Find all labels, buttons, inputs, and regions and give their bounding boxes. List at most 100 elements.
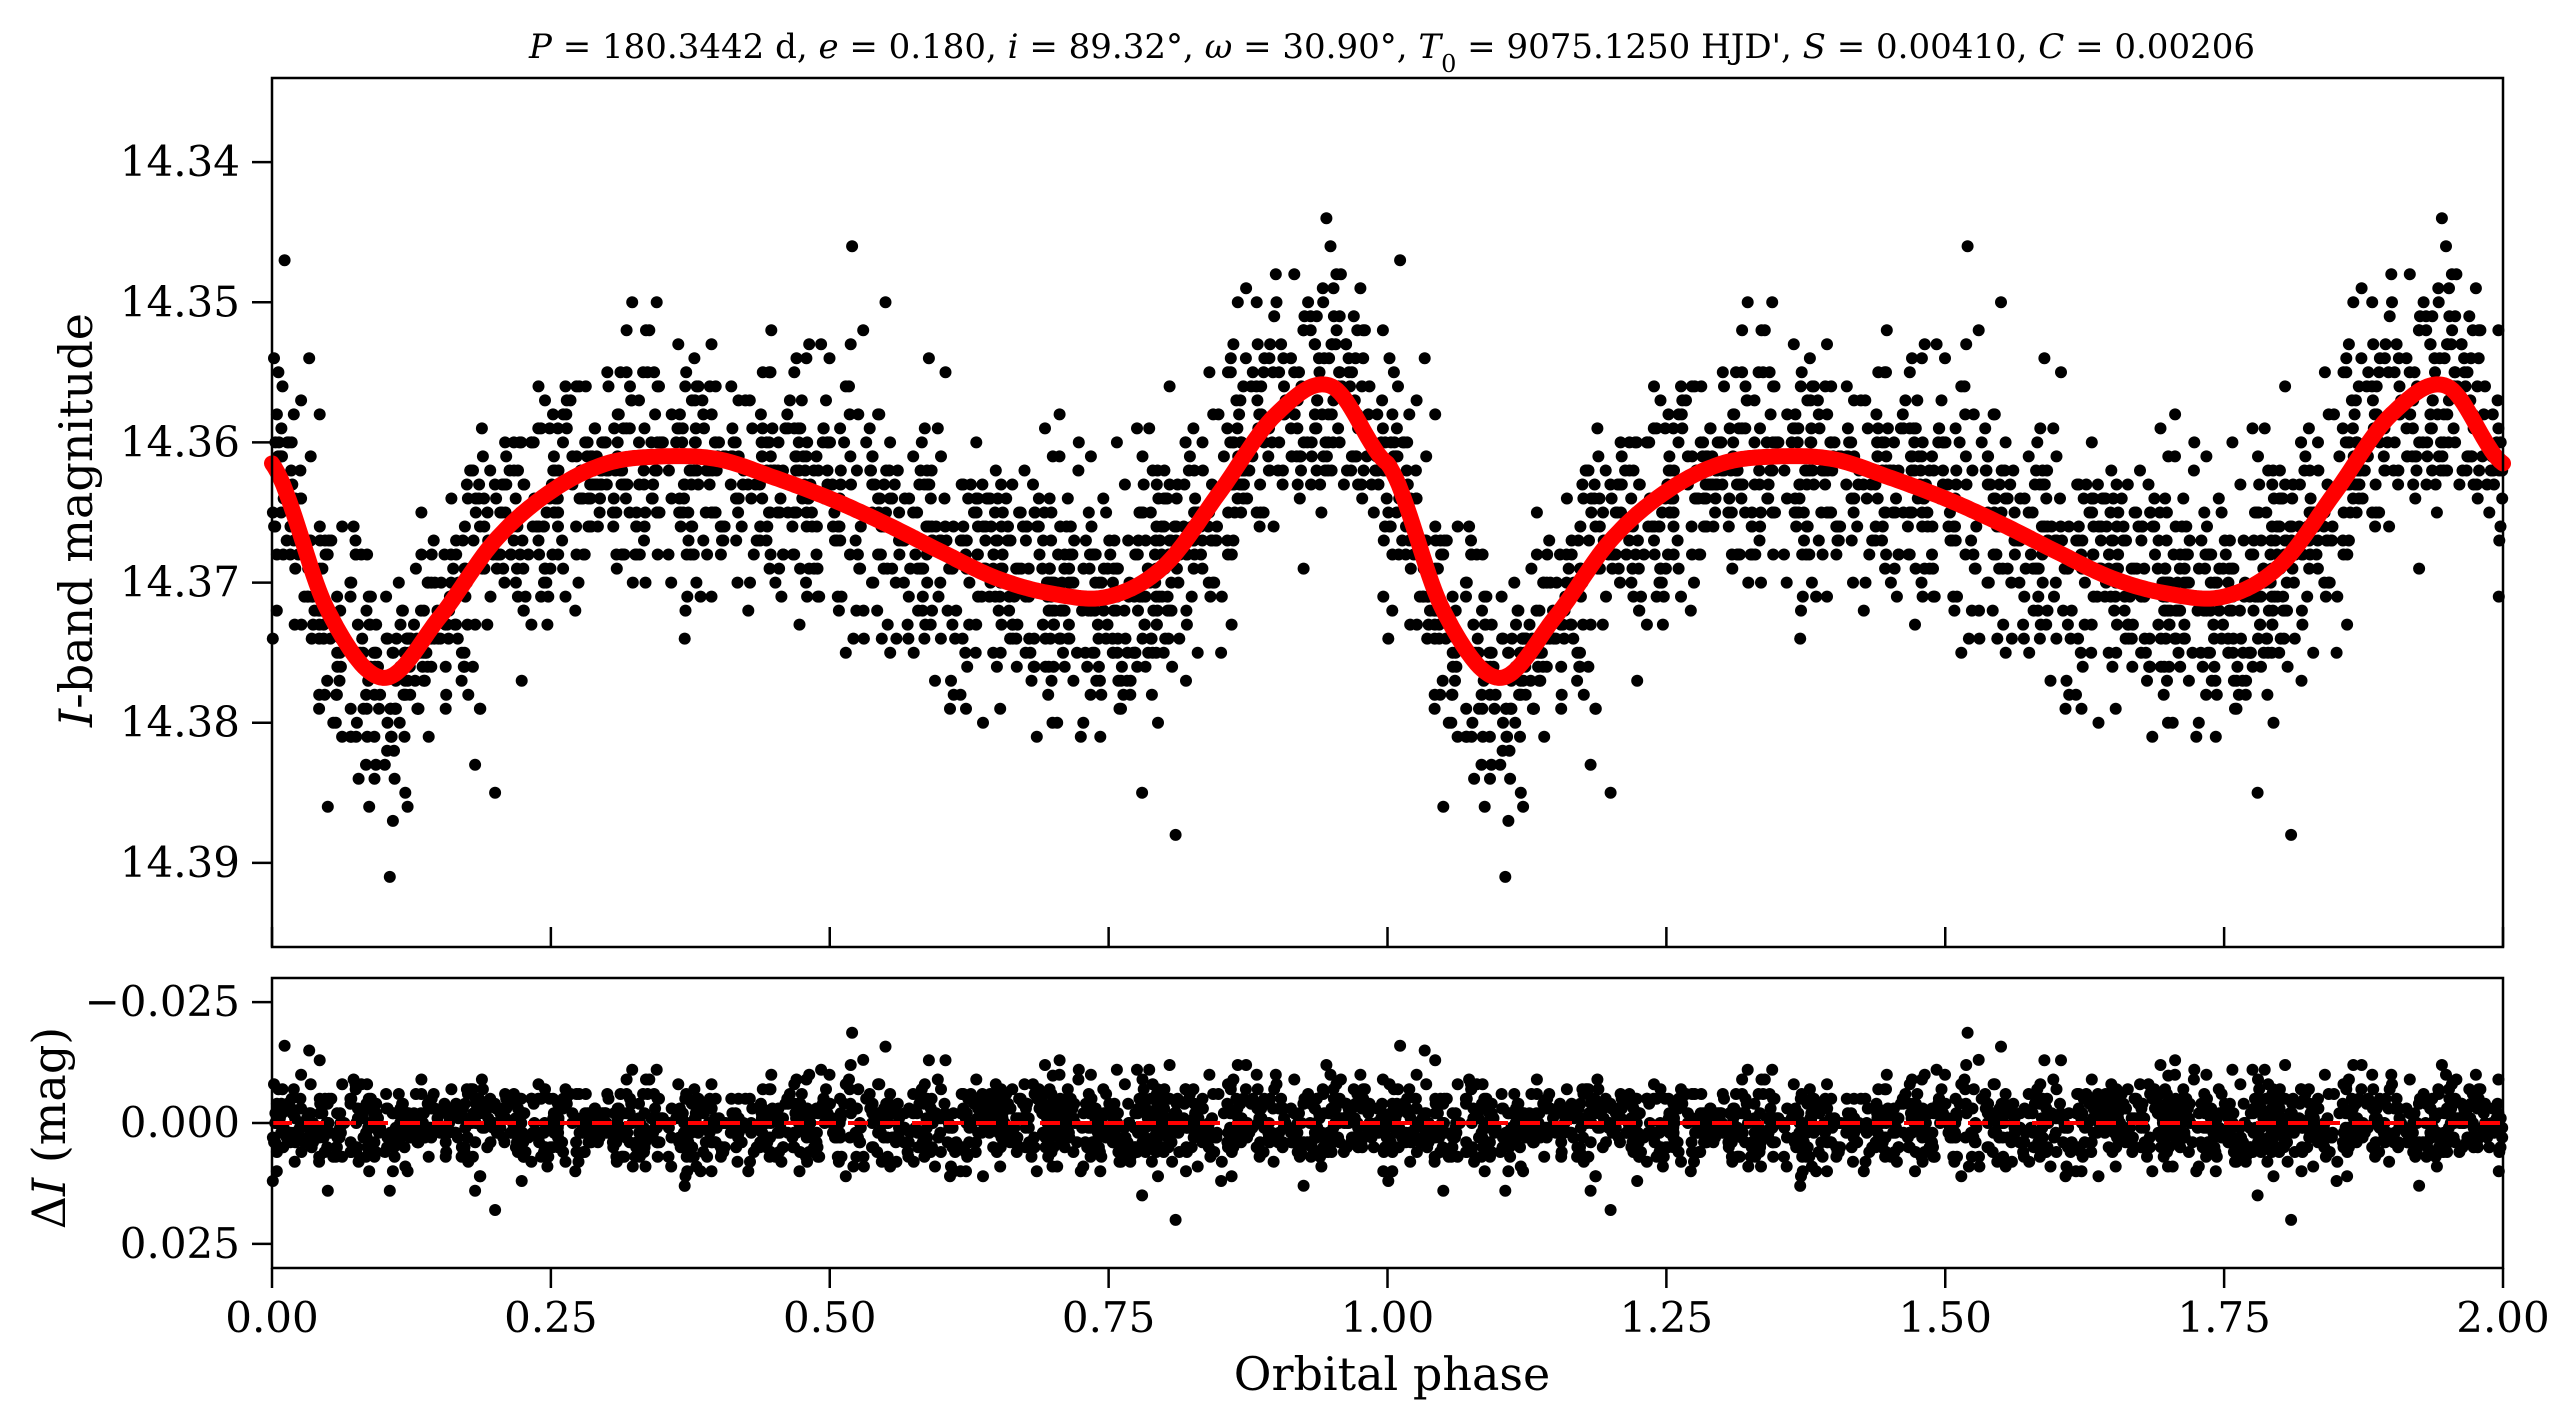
data-point [994, 702, 1007, 715]
data-point [2036, 576, 2049, 589]
residual-point [462, 1155, 475, 1168]
residual-point [694, 1165, 707, 1178]
data-point [705, 408, 718, 421]
residual-point [989, 1078, 1002, 1091]
residual-point [1250, 1068, 1263, 1081]
data-point [1656, 506, 1669, 519]
residual-point [880, 1097, 893, 1110]
data-point [724, 478, 737, 491]
data-point [1372, 478, 1385, 491]
data-point [1589, 702, 1602, 715]
data-point [386, 646, 399, 659]
data-point [1267, 366, 1279, 379]
data-point [1870, 408, 1883, 421]
data-point [755, 436, 768, 449]
data-point [1290, 450, 1303, 463]
data-point [361, 730, 374, 743]
residual-point [843, 1073, 855, 1086]
data-point [2460, 464, 2473, 477]
data-point [1079, 646, 1092, 659]
data-point [1625, 492, 1638, 505]
data-point [2050, 632, 2063, 645]
data-point [1305, 450, 1318, 463]
data-point [1136, 632, 1149, 645]
residual-point [579, 1088, 592, 1100]
data-point [764, 548, 777, 561]
data-point [1042, 604, 1055, 617]
data-point [975, 590, 988, 603]
data-point [1398, 436, 1411, 449]
data-point [415, 506, 428, 519]
residual-point [1275, 1092, 1288, 1105]
data-point [1165, 604, 1178, 617]
data-point [1333, 436, 1346, 449]
data-point [1428, 702, 1441, 715]
data-point [388, 744, 400, 757]
data-point [697, 408, 710, 421]
residual-point [2258, 1063, 2271, 1076]
data-point [1631, 534, 1644, 547]
data-point [2355, 352, 2368, 365]
residual-point [1377, 1165, 1390, 1178]
residual-point [1111, 1131, 1124, 1144]
residual-point [665, 1160, 678, 1173]
residual-point [2237, 1097, 2250, 1110]
data-point [268, 520, 281, 533]
residual-point [1145, 1155, 1158, 1168]
data-point [1382, 632, 1395, 645]
residual-point [1320, 1059, 1333, 1071]
data-point [1903, 548, 1916, 561]
data-point [2420, 310, 2433, 323]
data-point [1384, 436, 1397, 449]
data-point [2424, 338, 2437, 351]
data-point [1923, 562, 1936, 575]
data-point [2049, 576, 2062, 589]
data-point [1993, 478, 2006, 491]
data-point [2163, 660, 2176, 673]
residual-point [588, 1102, 601, 1115]
data-point [745, 492, 758, 505]
data-point [921, 576, 934, 589]
data-point [2285, 520, 2298, 533]
data-point [2072, 478, 2085, 491]
data-point [1525, 562, 1538, 575]
data-point [665, 576, 678, 589]
data-point [1888, 436, 1900, 449]
data-point [1334, 268, 1347, 281]
data-point [2404, 408, 2416, 421]
data-point [2341, 548, 2354, 561]
residual-point [445, 1083, 458, 1096]
data-point [2024, 548, 2037, 561]
residual-point [1330, 1097, 1343, 1110]
residual-point [1221, 1097, 1234, 1110]
data-point [2195, 534, 2208, 547]
residual-point [788, 1078, 801, 1091]
data-point [2447, 422, 2460, 435]
data-point [385, 730, 397, 743]
data-point [963, 576, 976, 589]
data-point [2233, 604, 2246, 617]
data-point [2032, 604, 2044, 617]
residual-point [1053, 1131, 1066, 1144]
residual-point [305, 1141, 318, 1154]
data-point [1896, 408, 1909, 421]
data-point [1944, 534, 1957, 547]
residual-point [1072, 1073, 1085, 1086]
residual-point [935, 1083, 947, 1096]
data-point [1623, 534, 1636, 547]
residual-point [481, 1102, 494, 1115]
data-point [1727, 436, 1740, 449]
data-point [801, 436, 814, 449]
outlier-residual-point [321, 1184, 334, 1197]
data-point [2060, 674, 2073, 687]
residual-point [1118, 1078, 1131, 1091]
data-point [2205, 548, 2218, 561]
data-point [808, 562, 821, 575]
residual-point [1517, 1165, 1530, 1178]
data-point [2104, 506, 2117, 519]
data-point [1576, 478, 1589, 491]
data-point [1047, 660, 1060, 673]
data-point [2176, 520, 2188, 533]
data-point [1732, 422, 1745, 435]
data-point [1383, 520, 1396, 533]
